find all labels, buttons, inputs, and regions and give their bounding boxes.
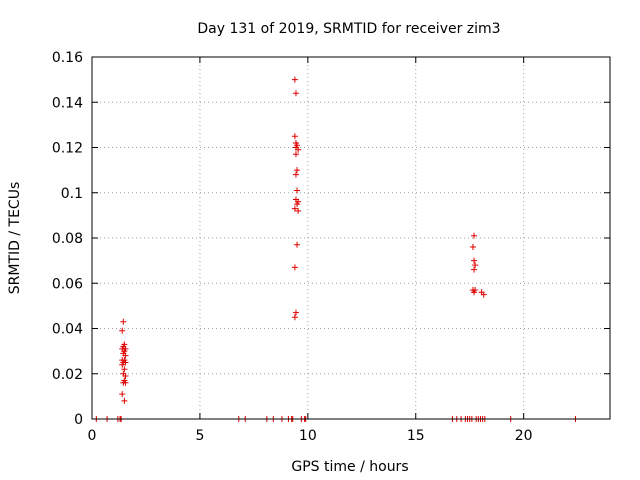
data-point [292, 171, 299, 178]
data-point [292, 309, 299, 316]
y-tick-label: 0.16 [52, 50, 83, 66]
data-point [472, 262, 479, 269]
data-point [294, 201, 301, 208]
y-tick-label: 0.04 [52, 322, 83, 338]
data-point [291, 314, 298, 321]
data-point [471, 266, 478, 273]
data-point [295, 146, 302, 153]
data-point [292, 151, 299, 158]
data-point [291, 76, 298, 83]
data-point [294, 187, 301, 194]
data-point [122, 373, 129, 380]
data-point [291, 205, 298, 212]
x-tick-label: 5 [195, 428, 204, 444]
y-tick-label: 0.12 [52, 141, 83, 157]
data-point [292, 90, 299, 97]
data-point [119, 391, 126, 398]
y-tick-label: 0.14 [52, 95, 83, 111]
data-point [120, 318, 127, 325]
y-tick-label: 0.1 [61, 186, 83, 202]
data-point [471, 289, 478, 296]
data-point [122, 352, 129, 359]
data-point [122, 379, 129, 386]
x-tick-label: 0 [88, 428, 97, 444]
y-tick-label: 0 [74, 412, 83, 428]
data-point [119, 361, 126, 368]
data-point [121, 397, 128, 404]
data-point [294, 167, 301, 174]
x-axis-label: GPS time / hours [291, 459, 408, 475]
data-point [295, 207, 302, 214]
data-point [480, 291, 487, 298]
data-point [469, 244, 476, 251]
data-point [121, 366, 128, 373]
y-tick-label: 0.06 [52, 276, 83, 292]
data-point [122, 359, 129, 366]
y-axis-label: SRMTID / TECUs [7, 182, 23, 295]
x-tick-label: 10 [299, 428, 317, 444]
data-point [471, 232, 478, 239]
plot-frame [91, 56, 611, 420]
data-point [291, 264, 298, 271]
data-points [93, 76, 579, 422]
chart-title: Day 131 of 2019, SRMTID for receiver zim… [197, 21, 500, 37]
grid [92, 57, 610, 419]
data-point [119, 327, 126, 334]
y-tick-label: 0.08 [52, 231, 83, 247]
y-tick-label: 0.02 [52, 367, 83, 383]
data-point [291, 133, 298, 140]
data-point [471, 257, 478, 264]
axis-ticks: 0 0.02 0.04 0.06 0.08 0.1 0.12 0.14 0.16 0 5 10 15 20 [52, 50, 610, 444]
x-tick-label: 20 [515, 428, 533, 444]
x-tick-label: 15 [407, 428, 425, 444]
data-point [294, 241, 301, 248]
